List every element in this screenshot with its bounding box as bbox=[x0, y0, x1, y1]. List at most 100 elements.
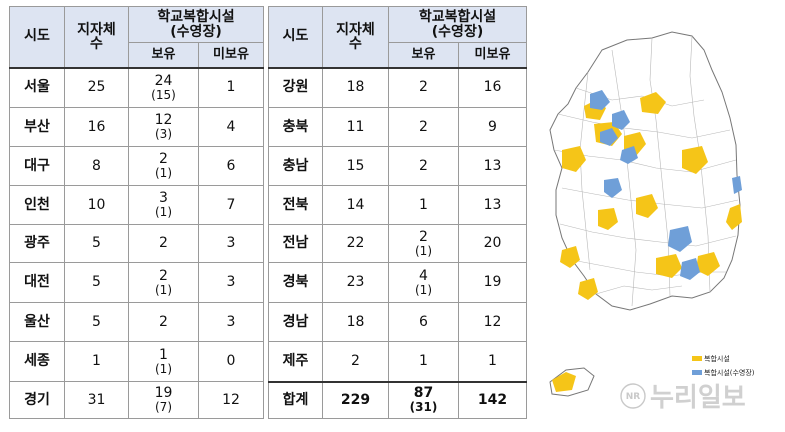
branches-cell: 15 bbox=[322, 146, 389, 186]
header-branches: 지자체 수 bbox=[64, 6, 129, 68]
branches-cell: 22 bbox=[322, 224, 389, 263]
table-row: 대전 5 2 (1) 3 bbox=[9, 262, 264, 303]
table-row: 경북 23 4 (1) 19 bbox=[268, 262, 527, 303]
region-cell: 광주 bbox=[9, 224, 65, 263]
pool-count: (1) bbox=[155, 205, 172, 219]
not-has-cell: 3 bbox=[198, 224, 264, 263]
not-has-cell: 3 bbox=[198, 262, 264, 303]
branches-cell: 5 bbox=[64, 302, 129, 342]
legend-pool-swatch bbox=[692, 370, 702, 375]
korea-facility-map: 복합시설 복합시설(수영장) NR 누리일보 bbox=[549, 31, 755, 413]
table-row: 합계 229 87 (31) 142 bbox=[268, 380, 527, 419]
table-row: 대구 8 2 (1) 6 bbox=[9, 146, 264, 186]
not-has-cell: 7 bbox=[198, 185, 264, 225]
has-cell: 3 (1) bbox=[128, 185, 199, 225]
table-row: 부산 16 12 (3) 4 bbox=[9, 107, 264, 147]
has-count: 3 bbox=[159, 190, 168, 206]
has-cell: 12 (3) bbox=[128, 107, 199, 147]
branches-cell: 31 bbox=[64, 381, 129, 419]
branches-cell: 16 bbox=[64, 107, 129, 147]
pool-count: (3) bbox=[155, 127, 172, 141]
not-has-cell: 6 bbox=[198, 146, 264, 186]
region-cell: 경기 bbox=[9, 381, 65, 419]
region-cell: 대구 bbox=[9, 146, 65, 186]
not-has-cell: 19 bbox=[458, 262, 527, 303]
facility-regions bbox=[560, 92, 742, 300]
has-count: 1 bbox=[159, 346, 168, 363]
not-has-cell: 9 bbox=[458, 107, 527, 147]
watermark-logo-text: NR bbox=[626, 392, 641, 402]
has-count: 4 bbox=[419, 267, 428, 284]
has-count: 24 bbox=[154, 72, 173, 89]
table-row: 울산 5 2 3 bbox=[9, 302, 264, 342]
header-not-has: 미보유 bbox=[198, 42, 264, 68]
branches-cell: 2 bbox=[322, 341, 389, 382]
header-not-has: 미보유 bbox=[458, 42, 527, 68]
legend-facility-label: 복합시설 bbox=[704, 354, 730, 363]
has-cell: 2 (1) bbox=[128, 262, 199, 303]
branches-cell: 1 bbox=[64, 341, 129, 382]
has-cell: 2 bbox=[388, 107, 459, 147]
pool-count: (1) bbox=[415, 243, 432, 258]
pool-count: (7) bbox=[155, 400, 172, 414]
not-has-cell: 4 bbox=[198, 107, 264, 147]
has-cell: 2 bbox=[388, 146, 459, 186]
has-cell: 2 bbox=[388, 66, 459, 108]
left-stats-table: 시도 지자체 수 학교복합시설 (수영장) 보유 미보유 서울 25 24 (15) 1… bbox=[9, 6, 264, 419]
has-cell: 87 (31) bbox=[388, 380, 459, 419]
table-row: 제주 2 1 1 bbox=[268, 341, 527, 382]
branches-cell: 11 bbox=[322, 107, 389, 147]
pool-count: (1) bbox=[155, 166, 172, 180]
header-facility-sub: (수영장) bbox=[170, 23, 222, 40]
region-cell: 인천 bbox=[9, 185, 65, 225]
branches-cell: 18 bbox=[322, 66, 389, 108]
table-row: 세종 1 1 (1) 0 bbox=[9, 341, 264, 382]
has-count: 2 bbox=[419, 118, 428, 135]
has-cell: 19 (7) bbox=[128, 381, 199, 419]
not-has-cell: 12 bbox=[458, 302, 527, 342]
pool-count: (31) bbox=[409, 400, 438, 415]
region-cell: 경북 bbox=[268, 262, 323, 303]
right-stats-table: 시도 지자체 수 학교복합시설 (수영장) 보유 미보유 강원 18 2 16 충북 11… bbox=[268, 6, 527, 419]
pool-count: (1) bbox=[155, 282, 172, 297]
header-branches: 지자체 수 bbox=[322, 6, 389, 68]
watermark-text: 누리일보 bbox=[650, 383, 746, 413]
has-count: 2 bbox=[159, 151, 168, 167]
table-row: 인천 10 3 (1) 7 bbox=[9, 185, 264, 225]
branches-cell: 5 bbox=[64, 224, 129, 263]
region-cell: 경남 bbox=[268, 302, 323, 342]
region-cell: 대전 bbox=[9, 262, 65, 303]
has-count: 6 bbox=[419, 313, 428, 330]
header-has: 보유 bbox=[388, 42, 459, 68]
has-count: 87 bbox=[413, 385, 434, 402]
branches-cell: 8 bbox=[64, 146, 129, 186]
header-facility-sub: (수영장) bbox=[431, 23, 484, 40]
pool-count: (1) bbox=[155, 361, 172, 376]
table-row: 경기 31 19 (7) 12 bbox=[9, 381, 264, 419]
not-has-cell: 1 bbox=[198, 66, 264, 108]
branches-cell: 23 bbox=[322, 262, 389, 303]
branches-cell: 10 bbox=[64, 185, 129, 225]
has-cell: 1 bbox=[388, 341, 459, 382]
region-cell: 강원 bbox=[268, 66, 323, 108]
has-cell: 6 bbox=[388, 302, 459, 342]
header-region: 시도 bbox=[268, 6, 323, 68]
region-cell: 충북 bbox=[268, 107, 323, 147]
has-cell: 4 (1) bbox=[388, 262, 459, 303]
has-cell: 2 bbox=[128, 302, 199, 342]
region-cell: 울산 bbox=[9, 302, 65, 342]
has-count: 2 bbox=[159, 313, 168, 330]
not-has-cell: 12 bbox=[198, 381, 264, 419]
header-region: 시도 bbox=[9, 6, 65, 68]
has-count: 2 bbox=[159, 235, 168, 251]
region-cell: 합계 bbox=[268, 380, 323, 419]
table-row: 전남 22 2 (1) 20 bbox=[268, 224, 527, 263]
not-has-cell: 0 bbox=[198, 341, 264, 382]
legend-pool-label: 복합시설(수영장) bbox=[704, 368, 755, 377]
legend-facility-swatch bbox=[692, 356, 702, 361]
region-cell: 제주 bbox=[268, 341, 323, 382]
has-cell: 24 (15) bbox=[128, 66, 199, 108]
region-cell: 충남 bbox=[268, 146, 323, 186]
region-cell: 부산 bbox=[9, 107, 65, 147]
branches-cell: 25 bbox=[64, 66, 129, 108]
